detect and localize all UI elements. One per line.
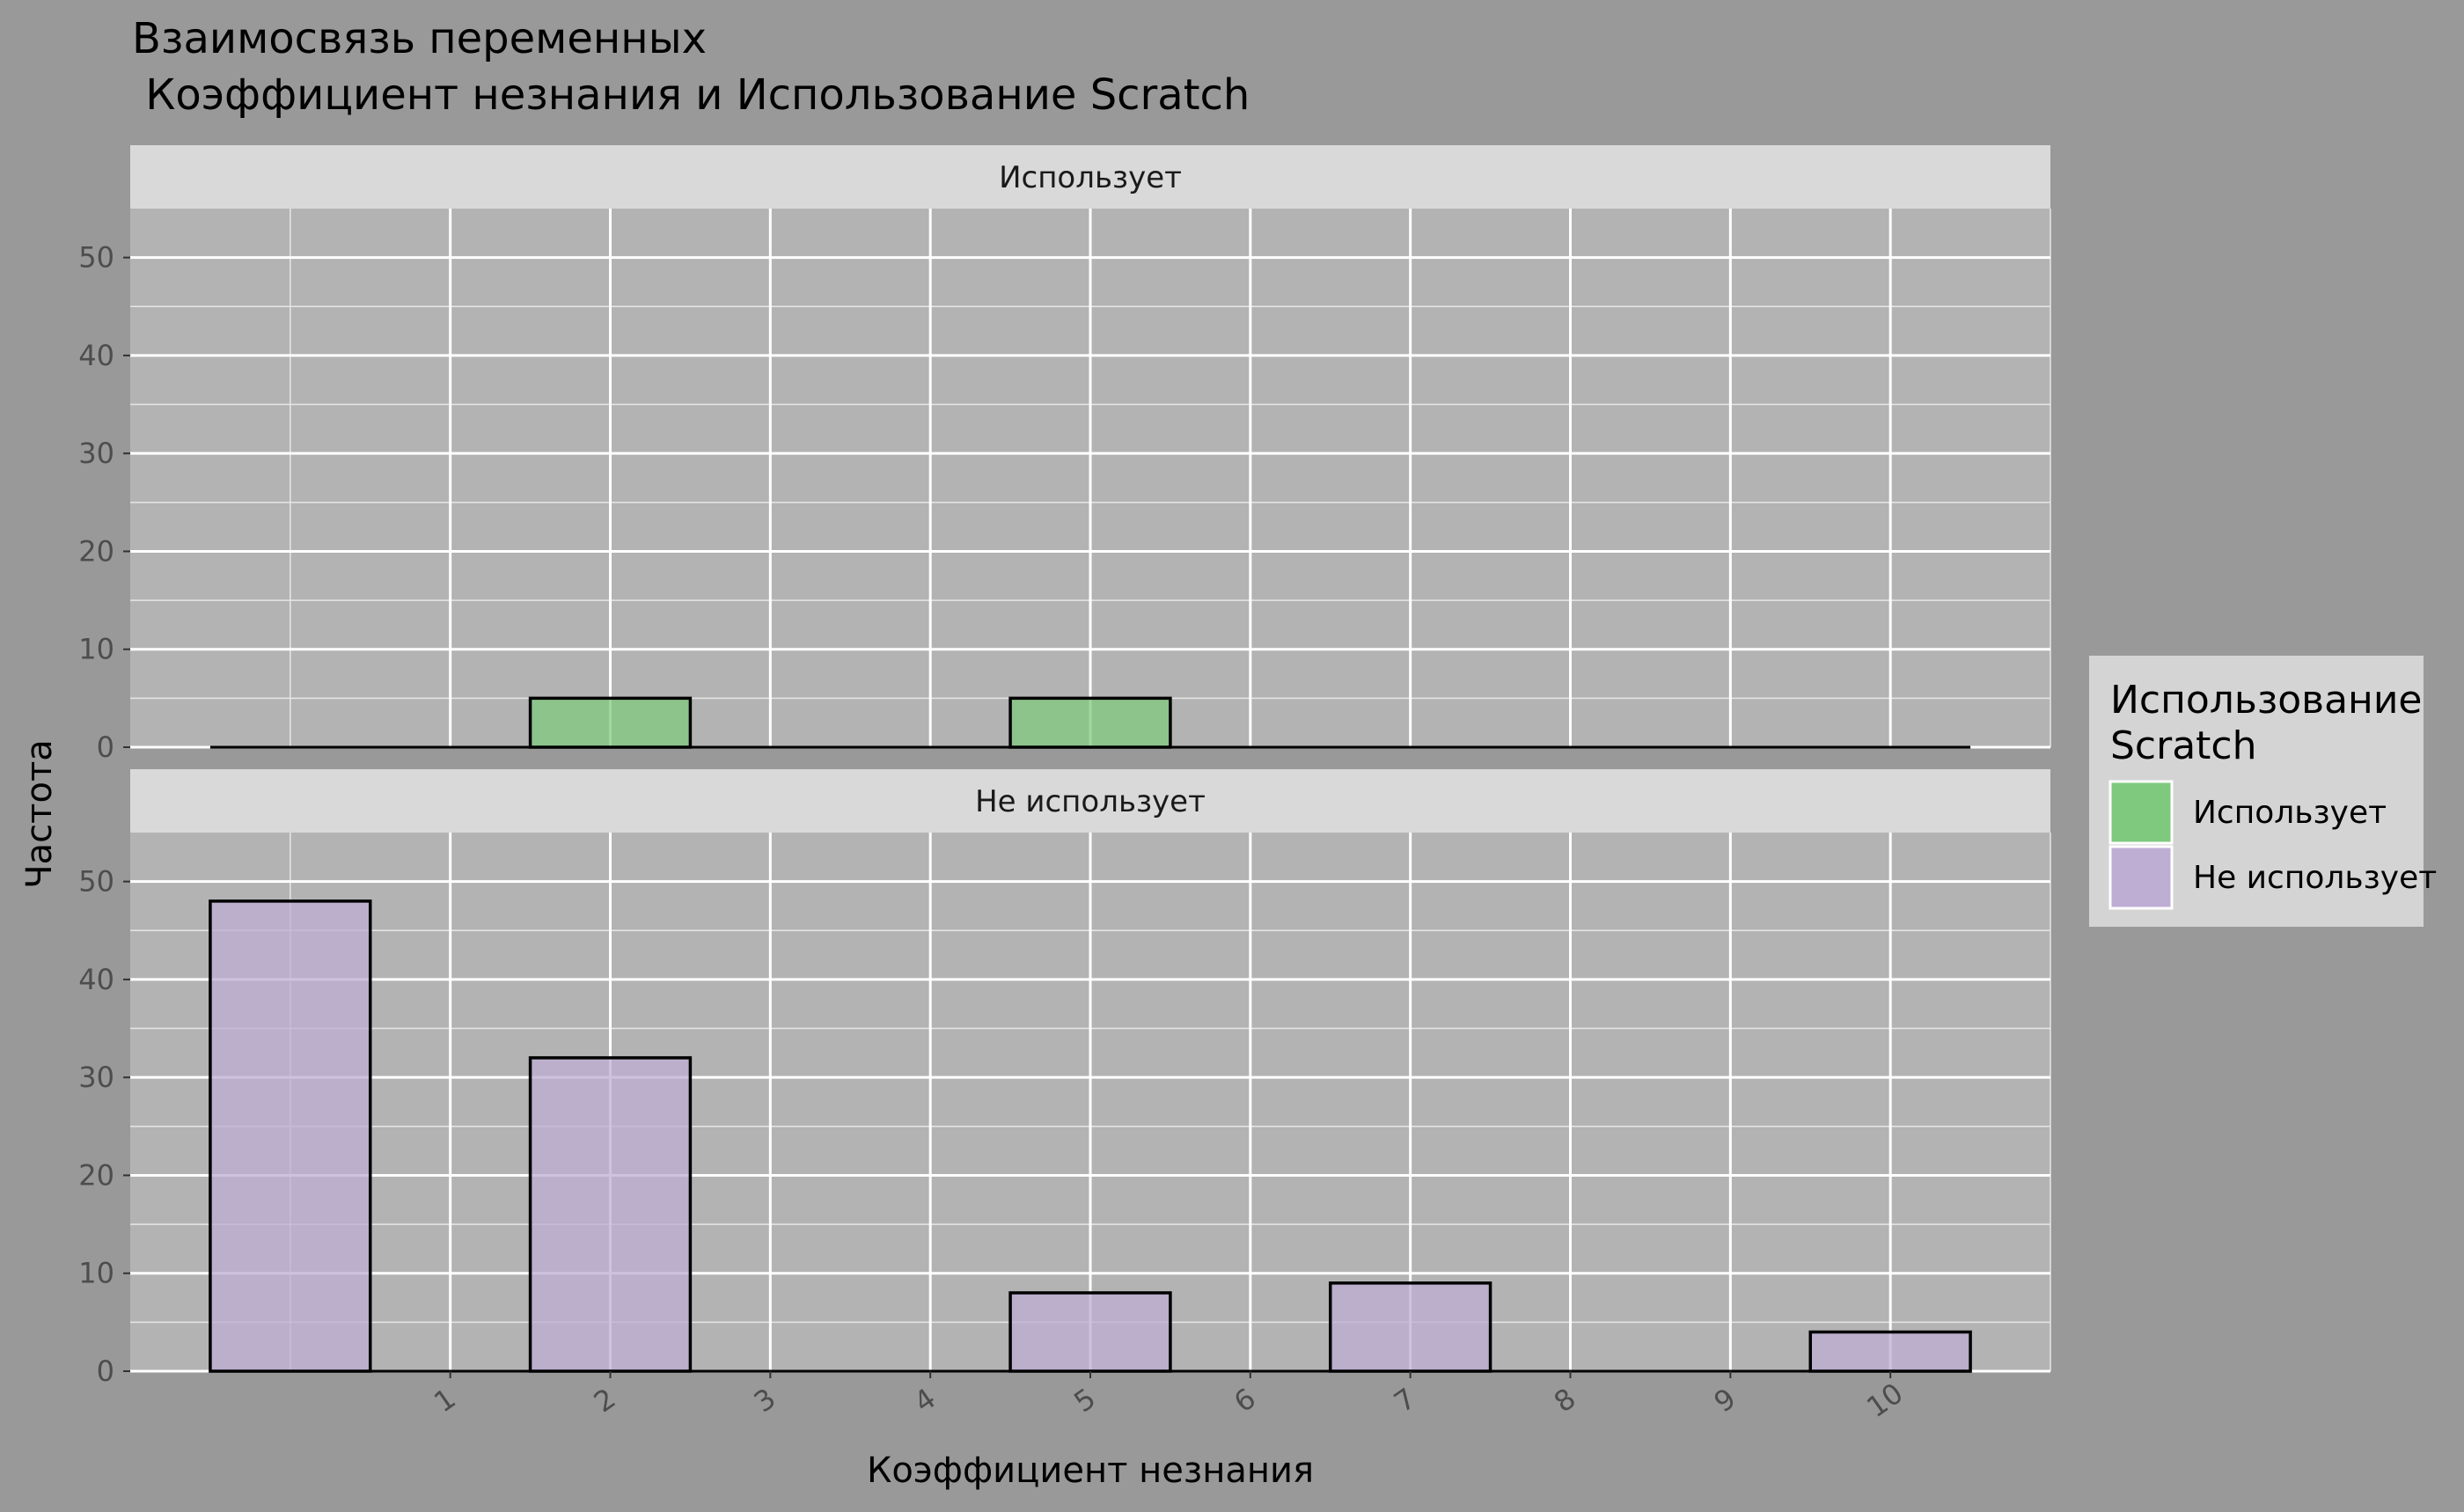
facet-panel-not-uses: Не использует 0 10 20 30 40 50: [78, 769, 2051, 1388]
y-tick-label: 40: [78, 339, 114, 372]
y-tick-label: 30: [78, 437, 114, 470]
y-tick-label: 10: [78, 633, 114, 666]
y-tick-label: 0: [97, 730, 114, 764]
legend-swatch: [2108, 780, 2174, 845]
y-axis-title: Частота: [19, 739, 60, 889]
legend-title-line1: Использование: [2110, 678, 2423, 723]
bar: [209, 899, 372, 1373]
y-tick-label: 20: [78, 534, 114, 568]
panel-bars: [209, 696, 1971, 749]
legend-label: Не использует: [2193, 860, 2437, 896]
panel-bars: [209, 899, 1972, 1373]
y-tick-label: 20: [78, 1158, 114, 1192]
chart-title-line2: Коэффициент незнания и Использование Scr…: [132, 70, 1250, 120]
y-tick-label: 50: [78, 865, 114, 899]
facet-panel-uses: Использует 0 10 20 30 40 50: [78, 145, 2051, 764]
strip-background: [130, 769, 2050, 833]
bar: [1008, 696, 1172, 749]
y-tick-label: 50: [78, 241, 114, 275]
strip-label: Не использует: [975, 784, 1206, 819]
legend-label: Использует: [2193, 795, 2387, 831]
y-tick-label: 40: [78, 963, 114, 996]
y-tick-labels: 0 10 20 30 40 50: [78, 865, 114, 1388]
bar: [1008, 1291, 1172, 1373]
bar: [1808, 1330, 1972, 1373]
y-tick-labels: 0 10 20 30 40 50: [78, 241, 114, 764]
bar: [528, 1056, 693, 1373]
y-tick-label: 10: [78, 1257, 114, 1290]
legend-title-line2: Scratch: [2110, 723, 2257, 768]
bar: [1329, 1281, 1492, 1373]
x-axis-title: Коэффициент незнания: [867, 1450, 1314, 1491]
y-tick-label: 30: [78, 1061, 114, 1094]
legend: Использование Scratch Использует Не испол…: [2089, 656, 2437, 927]
strip-label: Использует: [999, 160, 1182, 195]
chart-title-line1: Взаимосвязь переменных: [132, 14, 707, 63]
strip-background: [130, 145, 2050, 209]
legend-items: Использует Не использует: [2108, 780, 2437, 910]
bar: [528, 696, 693, 749]
y-tick-label: 0: [97, 1354, 114, 1388]
legend-swatch: [2108, 845, 2174, 910]
